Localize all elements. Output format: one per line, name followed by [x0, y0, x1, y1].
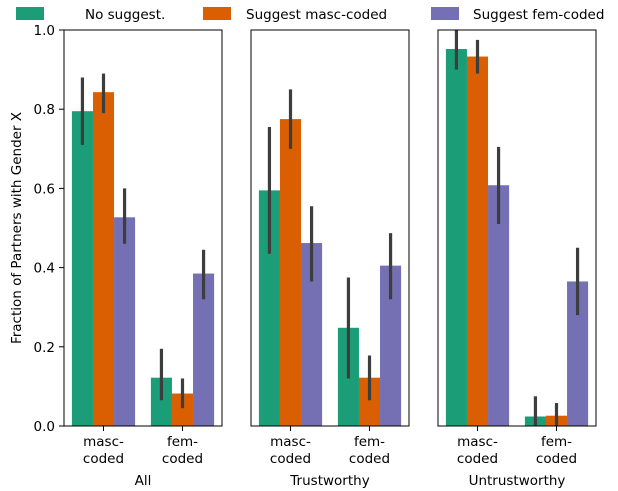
panel: masc-coded fem-coded All 0.0 0.2 0.4 0.6 0.8 1.0	[34, 23, 223, 489]
bar	[466, 56, 489, 426]
x-axis-label: Untrustworthy	[469, 473, 566, 489]
legend-item: No suggest.	[16, 7, 165, 23]
bar	[71, 111, 93, 427]
legend-swatch	[203, 7, 231, 20]
axes-frame	[437, 29, 597, 427]
y-tick-label: 0.4	[34, 261, 55, 277]
legend-item: Suggest fem-coded	[431, 7, 604, 23]
x-axis-label: Trustworthy	[289, 473, 369, 489]
x-tick-label: fem-coded	[162, 434, 203, 467]
bar	[114, 217, 136, 426]
bar	[567, 281, 589, 426]
y-tick-label: 0.6	[34, 181, 55, 197]
bar	[171, 393, 194, 426]
legend-label: Suggest fem-coded	[473, 7, 604, 23]
y-axis-label: Fraction of Partners with Gender X	[9, 112, 25, 344]
bar	[279, 119, 302, 426]
bar	[358, 377, 381, 426]
legend-swatch	[16, 7, 44, 20]
panel: masc-coded fem-coded Trustworthy	[250, 29, 410, 489]
bar	[445, 49, 467, 427]
legend-label: Suggest masc-coded	[246, 7, 387, 23]
legend-label: No suggest.	[85, 7, 165, 23]
legend-swatch	[431, 7, 459, 20]
bar	[92, 92, 115, 426]
x-tick-label: masc-coded	[457, 434, 498, 467]
panel: masc-coded fem-coded Untrustworthy	[437, 29, 597, 489]
axes-frame	[63, 29, 223, 427]
x-axis-label: All	[135, 473, 152, 489]
bar	[301, 243, 323, 426]
y-tick-label: 0.0	[34, 419, 55, 435]
bar	[258, 190, 280, 426]
y-tick-label: 0.8	[34, 102, 55, 118]
bar	[150, 377, 172, 426]
y-tick-label: 0.2	[34, 340, 55, 356]
x-tick-label: fem-coded	[536, 434, 577, 467]
y-tick-label: 1.0	[34, 23, 55, 39]
chart-panels: masc-coded fem-coded All 0.0 0.2 0.4 0.6 0.8 1.0…	[34, 23, 597, 489]
legend-item: Suggest masc-coded	[203, 7, 387, 23]
x-tick-label: fem-coded	[349, 434, 390, 467]
bar	[380, 265, 402, 426]
bar	[193, 273, 215, 426]
bar	[488, 185, 510, 426]
axes-frame	[250, 29, 410, 427]
legend: No suggest. Suggest masc-coded Suggest fem…	[16, 7, 604, 23]
x-tick-label: masc-coded	[270, 434, 311, 467]
x-tick-label: masc-coded	[83, 434, 124, 467]
